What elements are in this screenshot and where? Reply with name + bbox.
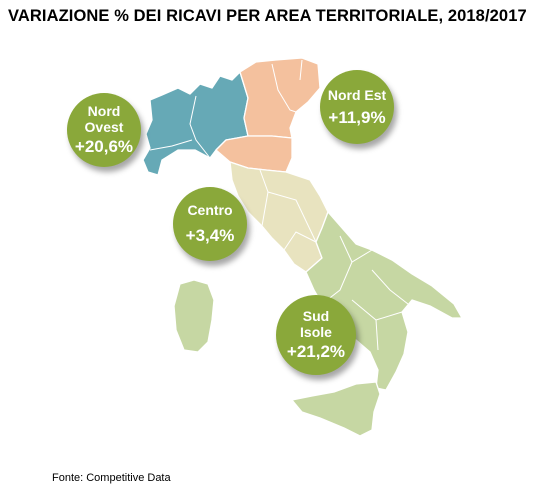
region-name: Sud	[302, 308, 330, 325]
region-emilia-shape	[215, 135, 293, 173]
region-value: +21,2%	[286, 342, 346, 362]
region-value: +11,9%	[328, 107, 386, 127]
region-value: +20,6%	[74, 137, 134, 157]
region-nord-est-shape	[239, 57, 321, 139]
region-name-line2: Isole	[300, 324, 332, 341]
bubble-nord-ovest: Nord Ovest +20,6%	[67, 93, 141, 167]
region-sicilia-shape	[291, 381, 381, 437]
region-sud-shape	[305, 211, 463, 391]
region-name: Centro	[187, 202, 233, 219]
source-note: Fonte: Competitive Data	[52, 472, 171, 484]
bubble-centro: Centro +3,4%	[173, 187, 247, 261]
region-name: Nord Est	[327, 86, 387, 103]
region-value: +3,4%	[185, 226, 235, 246]
region-sardegna-shape	[173, 279, 215, 353]
bubble-nord-est: Nord Est +11,9%	[320, 70, 394, 144]
internal-borders	[149, 59, 409, 351]
region-name-line2: Ovest	[84, 119, 124, 136]
map-title: VARIAZIONE % DEI RICAVI PER AREA TERRITO…	[8, 7, 527, 25]
bubble-sud-isole: Sud Isole +21,2%	[276, 295, 356, 375]
region-name: Nord	[87, 103, 121, 120]
